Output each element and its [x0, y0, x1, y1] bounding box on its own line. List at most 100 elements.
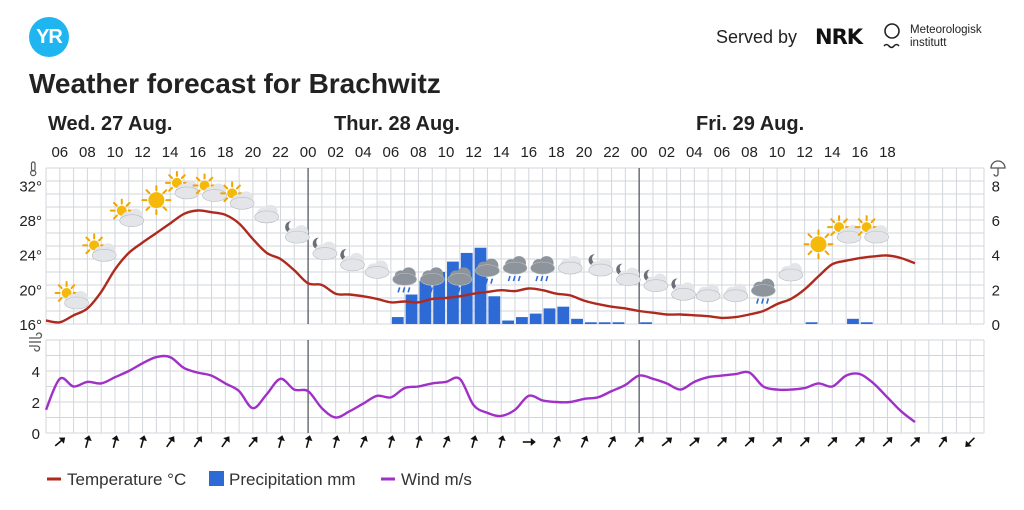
partly-cloudy-night-icon — [312, 237, 338, 260]
wind-arrow-icon — [661, 437, 673, 447]
hour-tick-label: 04 — [686, 144, 703, 161]
arrow-head — [886, 437, 893, 444]
arrow-head — [360, 435, 368, 442]
wind-tick-label: 4 — [32, 364, 40, 381]
day-dividers — [307, 168, 640, 433]
wind-arrow-icon — [84, 435, 92, 449]
sun-ray — [195, 176, 201, 182]
cloud-shape — [392, 267, 417, 286]
cloud-outline — [174, 186, 200, 200]
precipitation-bar — [640, 322, 652, 324]
arrow-head — [803, 437, 810, 444]
wind-arrow-icon — [139, 435, 147, 449]
precipitation-bar — [584, 322, 597, 324]
met-institute-logo[interactable]: Meteorologisk institutt — [910, 24, 982, 50]
cloud-part — [484, 258, 499, 273]
yr-logo[interactable]: YR — [29, 17, 69, 57]
sun-shape — [803, 229, 834, 260]
page-title: Weather forecast for Brachwitz — [29, 68, 441, 99]
hour-tick-label: 08 — [79, 144, 96, 161]
raindrop — [452, 287, 456, 293]
hour-tick-label: 14 — [493, 144, 510, 161]
cloud-outline — [671, 288, 696, 301]
precipitation-tick-label: 2 — [992, 282, 1000, 299]
arrow-head — [748, 437, 755, 444]
sun-ray — [85, 236, 91, 242]
precipitation-tick-label: 6 — [992, 213, 1000, 230]
wind-arrow-icon — [855, 437, 865, 447]
nrk-logo[interactable]: NRK — [815, 25, 863, 49]
rain-cloud-icon — [502, 256, 528, 282]
arrow-head — [415, 435, 423, 442]
cloud-part — [680, 282, 695, 297]
partly-cloudy-day-icon — [854, 215, 889, 244]
cloud-outline — [254, 210, 280, 224]
hour-tick-label: 16 — [852, 144, 869, 161]
wind-arrow-icon — [497, 435, 506, 449]
sun-ray — [857, 218, 863, 224]
cloud-shape — [340, 252, 365, 272]
cloudy-icon — [364, 260, 390, 279]
wind-arrow-icon — [360, 435, 368, 448]
precipitation-bar — [502, 320, 514, 324]
hour-tick-label: 00 — [631, 144, 648, 161]
moon-shape — [588, 254, 600, 267]
sun-ray — [236, 184, 241, 190]
cloud-shape — [750, 278, 776, 297]
sun-ray — [223, 197, 229, 203]
cloud-shape — [502, 256, 528, 275]
wind-direction-arrows — [54, 435, 976, 449]
sun-ray — [195, 189, 201, 195]
cloud-outline — [64, 296, 89, 310]
axis-labels: 06 08 10 12 14 16 18 20 22 00 02 04 06 08 10 12 14 16 18 20… — [19, 144, 1000, 443]
wind-tick-label: 2 — [32, 395, 40, 412]
partly-cloudy-day-icon — [827, 215, 862, 244]
cloud-outline — [750, 284, 776, 297]
raindrop — [761, 298, 765, 304]
sun-ray — [98, 236, 103, 242]
cloud-shape — [364, 260, 390, 279]
cloud-part — [321, 241, 336, 256]
sun-ray — [208, 176, 214, 182]
served-by-label: Served by — [716, 27, 798, 47]
arrow-head — [665, 437, 673, 444]
wind-arrow-icon — [332, 435, 341, 449]
cloud-part — [183, 180, 198, 195]
raindrop — [429, 287, 434, 293]
wind-arrow-icon — [607, 435, 617, 448]
cloud-outline — [836, 230, 862, 244]
legend: Temperature °C Precipitation mm Wind m/s — [47, 470, 472, 489]
sun-ray — [112, 201, 118, 207]
cloud-part — [374, 260, 389, 275]
sun-ray — [57, 284, 63, 290]
day-label-fri: Fri. 29 Aug. — [696, 113, 805, 135]
arrow-head — [637, 436, 644, 444]
cloud-part — [429, 267, 444, 282]
moon-shape — [285, 221, 297, 234]
precipitation-bar — [557, 306, 570, 324]
sun-ray — [180, 174, 186, 179]
sun-ray — [824, 233, 830, 239]
raindrop — [480, 278, 484, 284]
hour-tick-label: 02 — [658, 144, 675, 161]
cloud-outline — [475, 264, 500, 277]
hour-tick-label: 06 — [714, 144, 731, 161]
cloud-outline — [643, 279, 669, 292]
hour-tick-label: 12 — [134, 144, 151, 161]
cloud-part — [539, 256, 554, 271]
sun-ray — [145, 189, 151, 194]
arrow-head — [277, 435, 285, 442]
temperature-tick-label: 20° — [19, 282, 42, 299]
hour-tick-label: 20 — [245, 144, 262, 161]
cloud-outline — [312, 247, 338, 260]
sun-ray — [125, 201, 131, 207]
legend-label: Precipitation mm — [229, 470, 356, 489]
cloud-shape — [64, 291, 89, 310]
cloud-part — [760, 278, 775, 293]
cloud-outline — [91, 249, 117, 262]
day-label-thu: Thur. 28 Aug. — [334, 113, 460, 135]
hour-tick-label: 04 — [355, 144, 372, 161]
temperature-tick-label: 28° — [19, 213, 42, 230]
cloud-part — [652, 273, 667, 288]
cloud-outline — [447, 273, 473, 286]
